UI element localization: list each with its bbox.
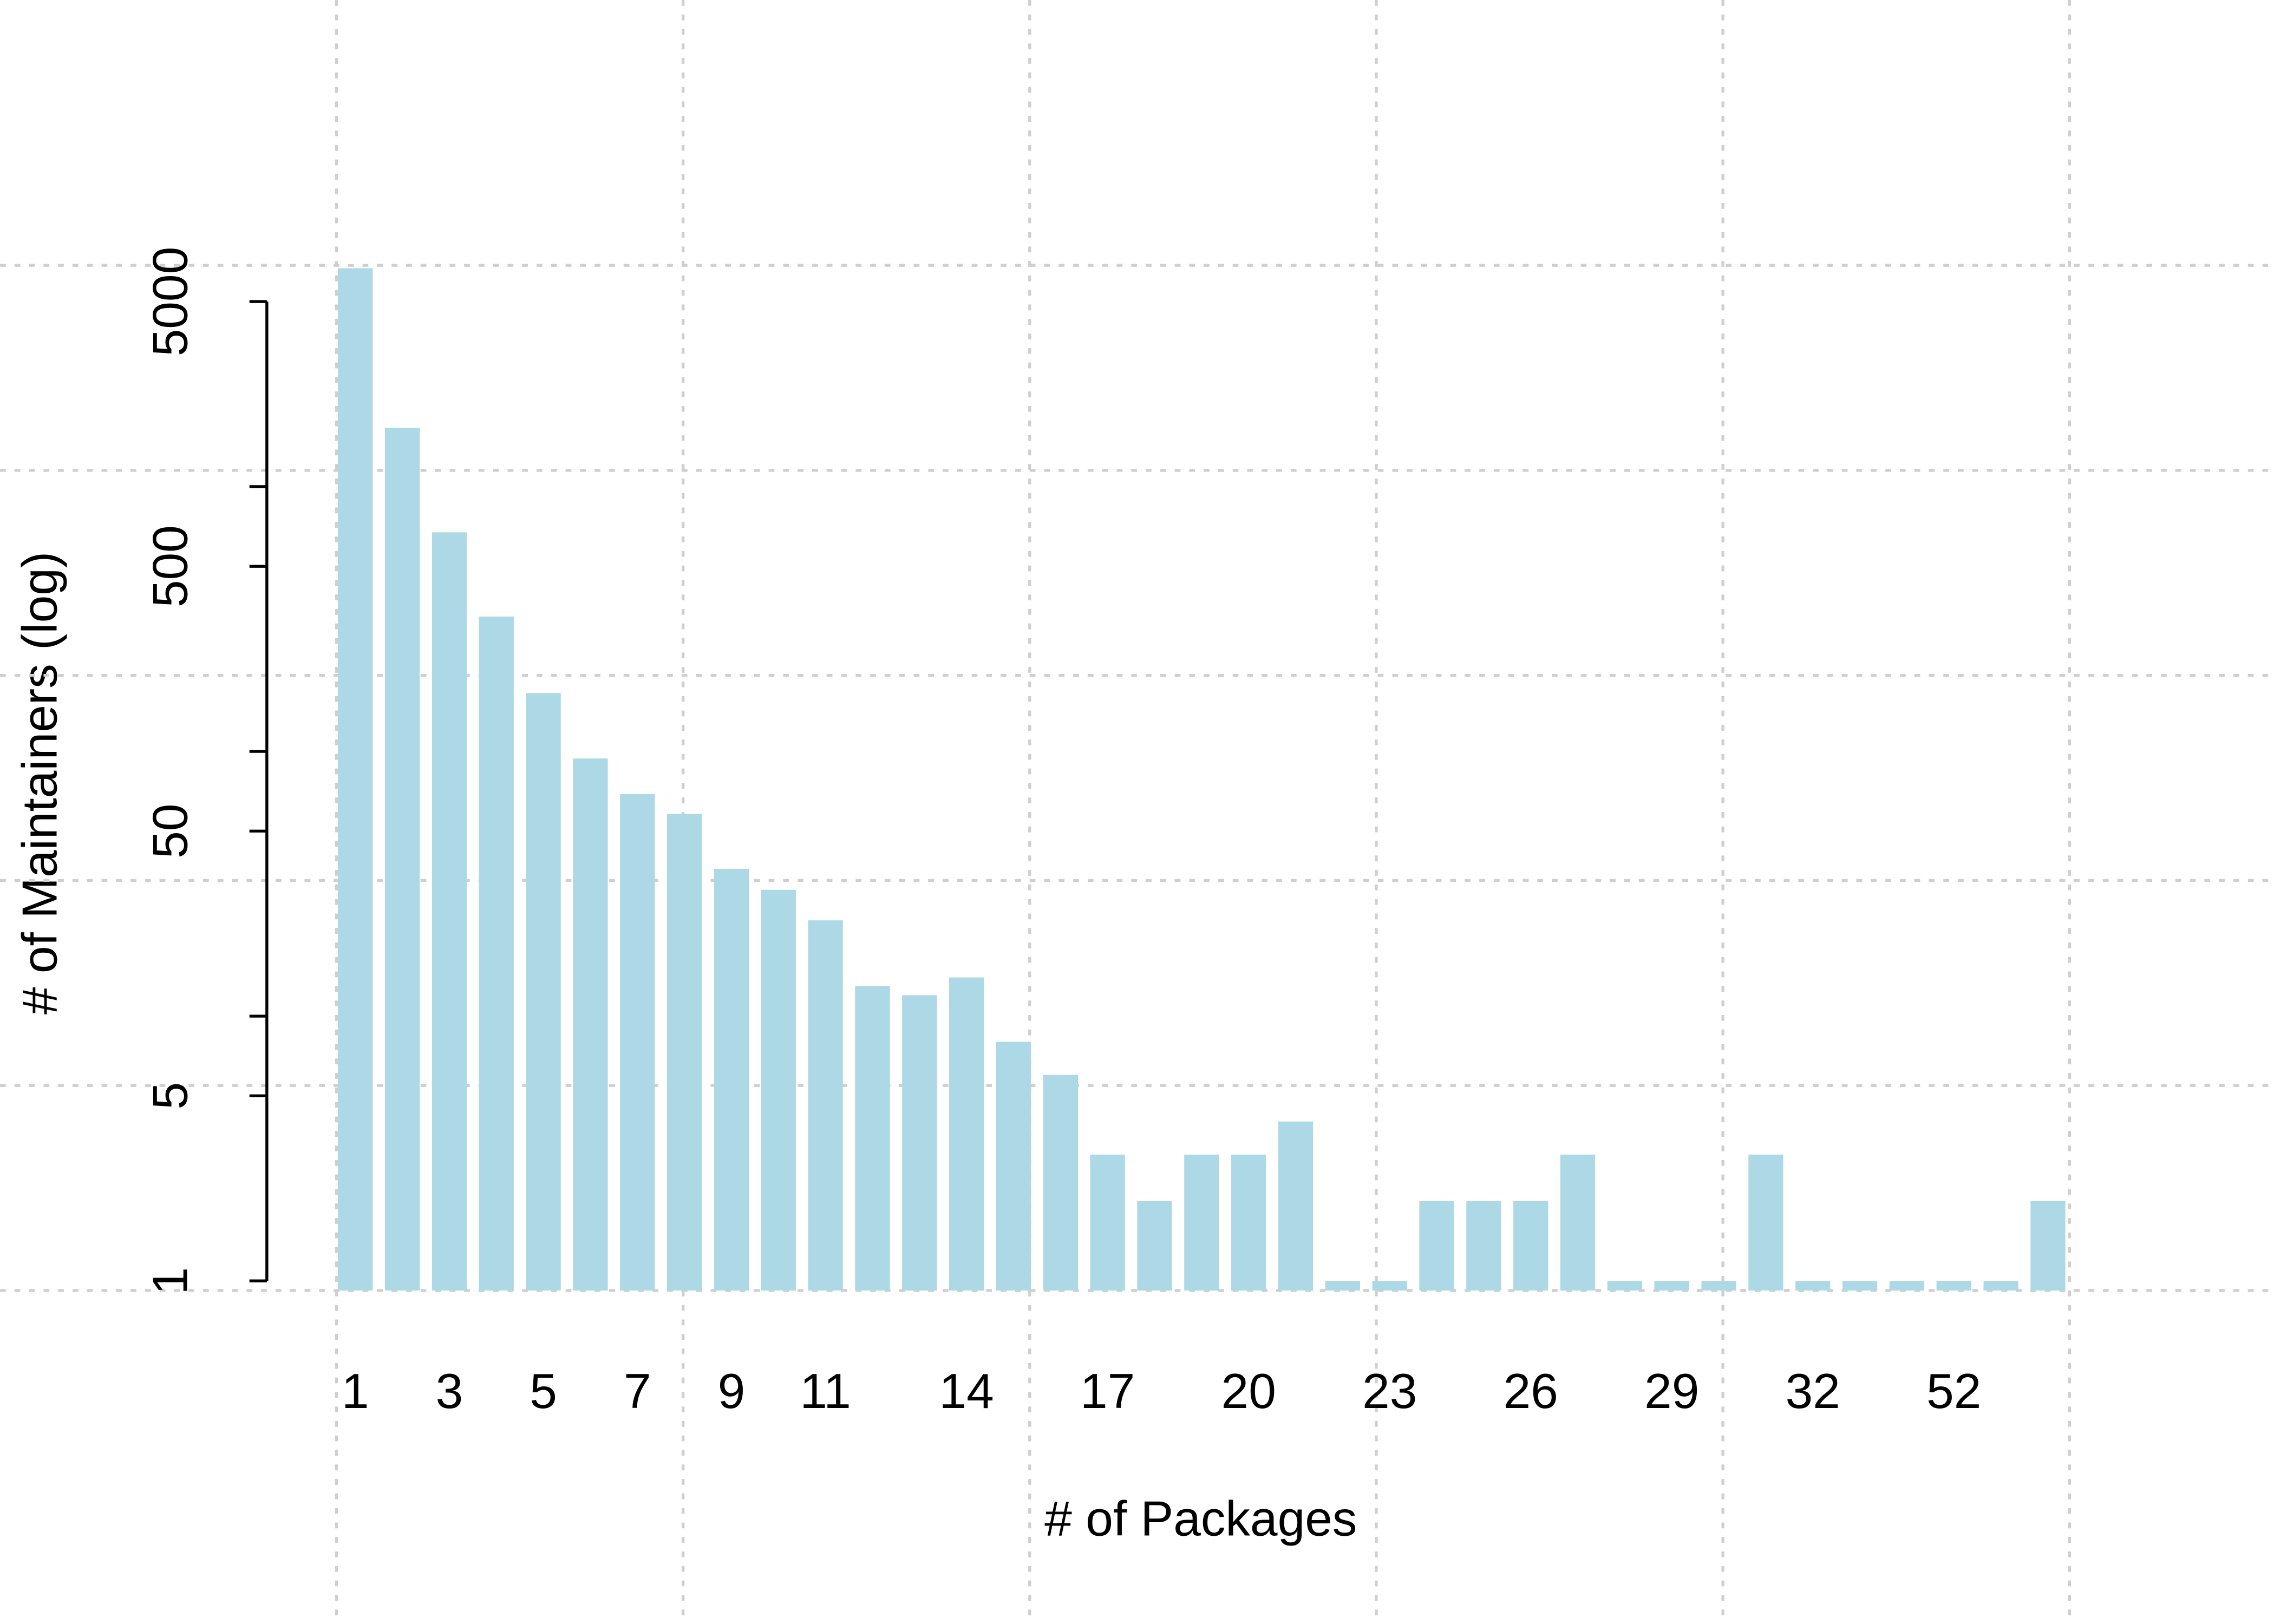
- x-tick-label: 32: [1786, 1364, 1840, 1419]
- bar: [902, 995, 937, 1291]
- y-axis-title: # of Maintainers (log): [12, 552, 67, 1014]
- x-tick-label: 11: [800, 1364, 851, 1419]
- bar: [1983, 1281, 2018, 1291]
- bar: [1184, 1154, 1219, 1291]
- y-tick-label: 500: [143, 525, 198, 607]
- x-tick-label: 17: [1080, 1364, 1135, 1419]
- bar: [1842, 1281, 1878, 1291]
- bar: [1231, 1154, 1266, 1291]
- bar: [2030, 1201, 2066, 1291]
- bar: [573, 758, 608, 1291]
- bar: [1701, 1281, 1736, 1291]
- x-tick-label: 3: [436, 1364, 463, 1419]
- bar: [1654, 1281, 1689, 1291]
- bar: [338, 268, 373, 1291]
- x-tick-label: 26: [1504, 1364, 1558, 1419]
- x-tick-label: 7: [624, 1364, 651, 1419]
- bar: [1513, 1201, 1548, 1291]
- bar: [666, 814, 702, 1291]
- bar: [714, 869, 749, 1291]
- y-tick-label: 1: [143, 1267, 198, 1295]
- bar: [1748, 1154, 1783, 1291]
- x-tick-label: 52: [1926, 1364, 1981, 1419]
- bar: [1607, 1281, 1643, 1291]
- bar: [996, 1042, 1031, 1291]
- x-tick-label: 5: [530, 1364, 557, 1419]
- bar: [855, 986, 890, 1291]
- x-tick-label: 29: [1644, 1364, 1699, 1419]
- bar: [1889, 1281, 1925, 1291]
- x-tick-label: 14: [939, 1364, 994, 1419]
- bar: [432, 532, 467, 1291]
- bar: [1137, 1201, 1172, 1291]
- x-tick-label: 23: [1362, 1364, 1417, 1419]
- x-tick-label: 1: [342, 1364, 369, 1419]
- bar: [1560, 1154, 1596, 1291]
- y-tick-label: 5000: [143, 247, 198, 357]
- bar: [1278, 1121, 1314, 1291]
- bar: [1419, 1201, 1454, 1291]
- bar: [1043, 1075, 1078, 1291]
- bar: [949, 977, 984, 1291]
- bar: [384, 428, 420, 1291]
- bar: [479, 616, 514, 1291]
- bar: [526, 693, 561, 1291]
- bar: [761, 889, 796, 1291]
- bar: [808, 920, 843, 1291]
- y-tick-label: 50: [143, 804, 198, 859]
- bar: [1372, 1281, 1407, 1291]
- bar: [1325, 1281, 1361, 1291]
- x-axis-title: # of Packages: [1044, 1492, 1357, 1547]
- x-tick-label: 20: [1221, 1364, 1276, 1419]
- bar: [1466, 1201, 1501, 1291]
- bar: [1936, 1281, 1971, 1291]
- y-tick-label: 5: [143, 1082, 198, 1110]
- bar: [1795, 1281, 1831, 1291]
- bar: [620, 794, 655, 1291]
- bar: [1090, 1154, 1125, 1291]
- x-tick-label: 9: [718, 1364, 746, 1419]
